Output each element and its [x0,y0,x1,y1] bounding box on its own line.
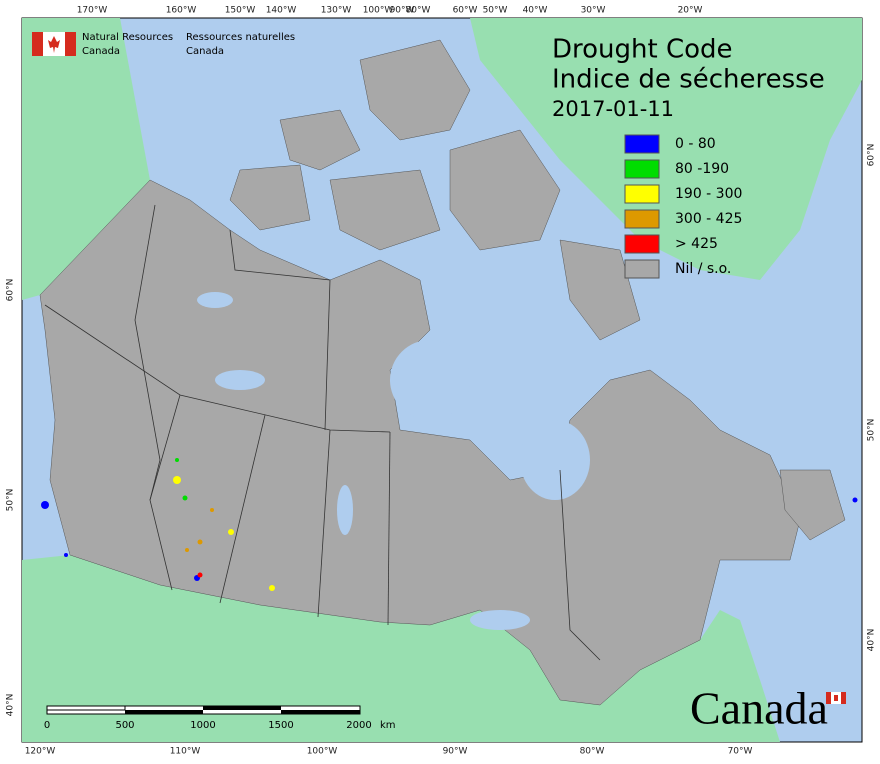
scale-label: 0 [44,720,50,731]
top-label: 60°W [453,6,478,16]
left-label: 50°N [6,489,16,512]
legend-swatch [624,259,660,279]
top-label: 150°W [225,6,256,16]
top-label: 40°W [523,6,548,16]
legend-label: > 425 [675,236,718,252]
legend: 0 - 80 80 -190 190 - 300 300 - 425 > 425 Nil … [624,134,742,279]
legend-swatch [624,209,660,229]
bottom-label: 120°W [25,747,56,757]
flag-bar [32,32,43,56]
legend-swatch [624,134,660,154]
org-text: Canada [82,46,120,57]
scale-label: 1000 [190,720,215,731]
boundaries [44,204,601,661]
top-label: 130°W [321,6,352,16]
scale-label: 2000 [346,720,371,731]
scale-bar [46,705,361,715]
legend-label: Nil / s.o. [675,261,731,277]
top-label: 20°W [678,6,703,16]
graticule-labels: 170°W 160°W 150°W 140°W 130°W 100°W90°W80°W 60… [6,6,877,757]
top-label: 50°W [483,6,508,16]
wordmark-flag [834,695,838,701]
bottom-label: 110°W [170,747,201,757]
top-label: 140°W [266,6,297,16]
lakes [197,292,590,630]
org-text: Natural Resources [82,32,173,43]
scale-label: 500 [115,720,134,731]
top-label: 30°W [581,6,606,16]
scale-label: 1500 [268,720,293,731]
legend-label: 0 - 80 [675,136,716,152]
top-label: 80°W [406,6,431,16]
wordmark-flag [826,692,831,704]
right-label: 40°N [867,629,877,652]
legend-swatch [624,234,660,254]
title: Indice de sécheresse [552,65,825,95]
legend-swatch [624,184,660,204]
bottom-label: 70°W [728,747,753,757]
date: 2017-01-11 [552,97,674,121]
maple-leaf [48,36,60,53]
wordmark: Canada [690,683,828,734]
legend-label: 80 -190 [675,161,729,177]
bottom-label: 100°W [307,747,338,757]
left-label: 60°N [6,279,16,302]
right-label: 60°N [867,144,877,167]
scale-labels: 0 500 1000 1500 2000 km [44,720,396,731]
top-label: 160°W [166,6,197,16]
legend-label: 190 - 300 [675,186,742,202]
top-label: 90°W [390,6,415,16]
legend-swatch [624,159,660,179]
bottom-label: 80°W [580,747,605,757]
wordmark-flag [841,692,846,704]
fire-points [41,458,858,591]
scale-unit: km [380,720,396,731]
org-text: Ressources naturelles [186,32,295,43]
legend-label: 300 - 425 [675,211,742,227]
top-label: 170°W [77,6,108,16]
title: Drought Code [552,35,733,65]
right-label: 50°N [867,419,877,442]
left-label: 40°N [6,694,16,717]
org-text: Canada [186,46,224,57]
bottom-label: 90°W [443,747,468,757]
other-land [22,18,862,742]
top-label: 100°W [363,6,394,16]
flag-bar [65,32,76,56]
canada [39,39,846,706]
